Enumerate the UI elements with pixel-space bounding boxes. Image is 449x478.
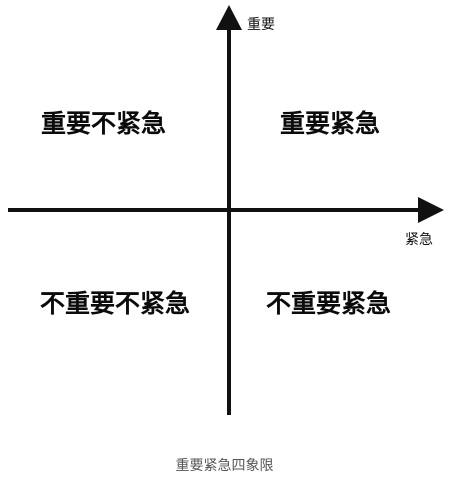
quadrant-top-right-label: 重要紧急 (280, 109, 381, 138)
diagram-caption: 重要紧急四象限 (175, 458, 274, 474)
quadrant-top-left-label: 重要不紧急 (41, 109, 167, 138)
quadrant-bottom-right-label: 不重要紧急 (266, 289, 392, 318)
quadrant-bottom-left-label: 不重要不紧急 (40, 289, 191, 318)
y-axis-arrow-icon (216, 5, 242, 30)
x-axis-label: 紧急 (405, 232, 433, 248)
y-axis-label: 重要 (247, 17, 275, 33)
x-axis-arrow-icon (418, 197, 444, 223)
